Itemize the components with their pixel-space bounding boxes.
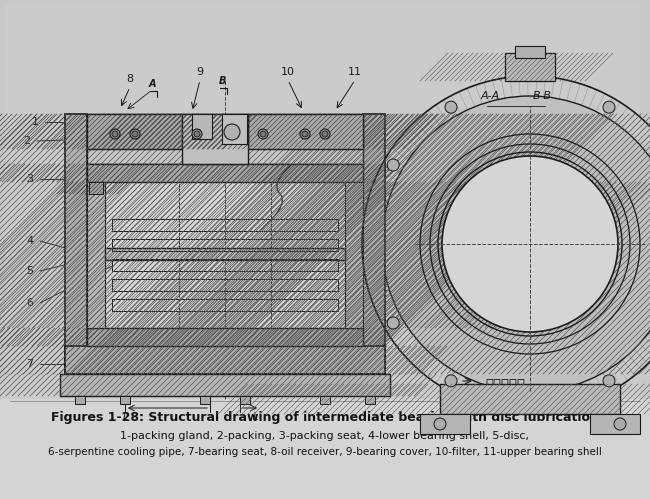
- Text: A: A: [148, 79, 156, 89]
- Circle shape: [300, 129, 310, 139]
- Text: 11: 11: [348, 67, 362, 77]
- Bar: [5, 4, 640, 399]
- Text: L: L: [122, 412, 127, 422]
- Circle shape: [322, 131, 328, 137]
- Bar: [505, 53, 555, 81]
- Circle shape: [445, 101, 457, 113]
- Circle shape: [130, 129, 140, 139]
- Text: 冷却水进口: 冷却水进口: [485, 378, 525, 391]
- Bar: [105, 248, 345, 260]
- Text: Figures 1-28: Structural drawing of intermediate bearing with disc lubrication: Figures 1-28: Structural drawing of inte…: [51, 411, 599, 424]
- Bar: [87, 182, 105, 328]
- Circle shape: [258, 129, 268, 139]
- Text: 1-packing gland, 2-packing, 3-packing seat, 4-lower bearing shell, 5-disc,: 1-packing gland, 2-packing, 3-packing se…: [120, 431, 530, 441]
- Bar: [87, 164, 363, 182]
- Circle shape: [112, 131, 118, 137]
- Bar: [365, 396, 375, 404]
- Bar: [65, 114, 87, 374]
- Bar: [590, 414, 640, 434]
- Bar: [87, 164, 363, 182]
- Bar: [420, 414, 470, 434]
- Bar: [363, 114, 385, 374]
- Bar: [320, 396, 330, 404]
- Bar: [87, 182, 363, 328]
- Bar: [112, 299, 338, 311]
- Circle shape: [192, 129, 202, 139]
- Circle shape: [260, 131, 266, 137]
- Text: B: B: [218, 76, 226, 86]
- Text: 10: 10: [281, 67, 295, 77]
- Text: B-B: B-B: [532, 91, 551, 101]
- Bar: [87, 328, 363, 346]
- Text: 6: 6: [27, 298, 34, 308]
- Bar: [112, 239, 338, 251]
- Bar: [112, 259, 338, 271]
- Circle shape: [445, 375, 457, 387]
- Bar: [89, 182, 103, 194]
- Text: 4: 4: [27, 236, 34, 246]
- Bar: [0, 399, 650, 499]
- Text: 9: 9: [196, 67, 203, 77]
- Circle shape: [614, 418, 626, 430]
- Text: 5: 5: [27, 266, 34, 276]
- Text: 2: 2: [23, 136, 31, 146]
- Bar: [182, 114, 248, 164]
- Text: 3: 3: [27, 174, 34, 184]
- Text: 7: 7: [27, 359, 34, 369]
- Text: L: L: [252, 412, 257, 422]
- Bar: [65, 346, 385, 374]
- Circle shape: [603, 101, 615, 113]
- Bar: [222, 114, 247, 144]
- Bar: [87, 114, 363, 164]
- Circle shape: [382, 96, 650, 392]
- Text: A-A: A-A: [480, 91, 500, 101]
- Bar: [345, 182, 363, 328]
- Bar: [112, 219, 338, 231]
- Circle shape: [387, 317, 399, 329]
- Circle shape: [302, 131, 308, 137]
- Bar: [192, 114, 212, 139]
- Bar: [65, 114, 87, 374]
- Text: 6-serpentine cooling pipe, 7-bearing seat, 8-oil receiver, 9-bearing cover, 10-f: 6-serpentine cooling pipe, 7-bearing sea…: [48, 447, 602, 457]
- Circle shape: [603, 375, 615, 387]
- Bar: [248, 114, 363, 149]
- Bar: [248, 114, 363, 149]
- Circle shape: [132, 131, 138, 137]
- Text: 8: 8: [127, 74, 133, 84]
- Circle shape: [224, 124, 240, 140]
- Bar: [120, 396, 130, 404]
- Circle shape: [320, 129, 330, 139]
- Bar: [415, 106, 635, 391]
- Bar: [440, 384, 620, 414]
- Circle shape: [434, 418, 446, 430]
- Bar: [87, 328, 363, 346]
- Bar: [75, 396, 85, 404]
- Circle shape: [194, 131, 200, 137]
- Bar: [240, 396, 250, 404]
- Bar: [200, 396, 210, 404]
- Bar: [65, 346, 385, 374]
- Bar: [515, 46, 545, 58]
- Bar: [112, 279, 338, 291]
- Circle shape: [110, 129, 120, 139]
- Bar: [87, 114, 182, 149]
- Bar: [505, 53, 555, 81]
- Bar: [440, 384, 620, 414]
- Bar: [87, 182, 105, 328]
- Bar: [60, 374, 390, 396]
- Bar: [363, 114, 385, 374]
- Bar: [87, 114, 182, 149]
- Bar: [345, 182, 363, 328]
- Bar: [89, 182, 103, 194]
- Text: 1: 1: [31, 117, 38, 127]
- Bar: [60, 374, 390, 396]
- Circle shape: [387, 159, 399, 171]
- Circle shape: [442, 156, 618, 332]
